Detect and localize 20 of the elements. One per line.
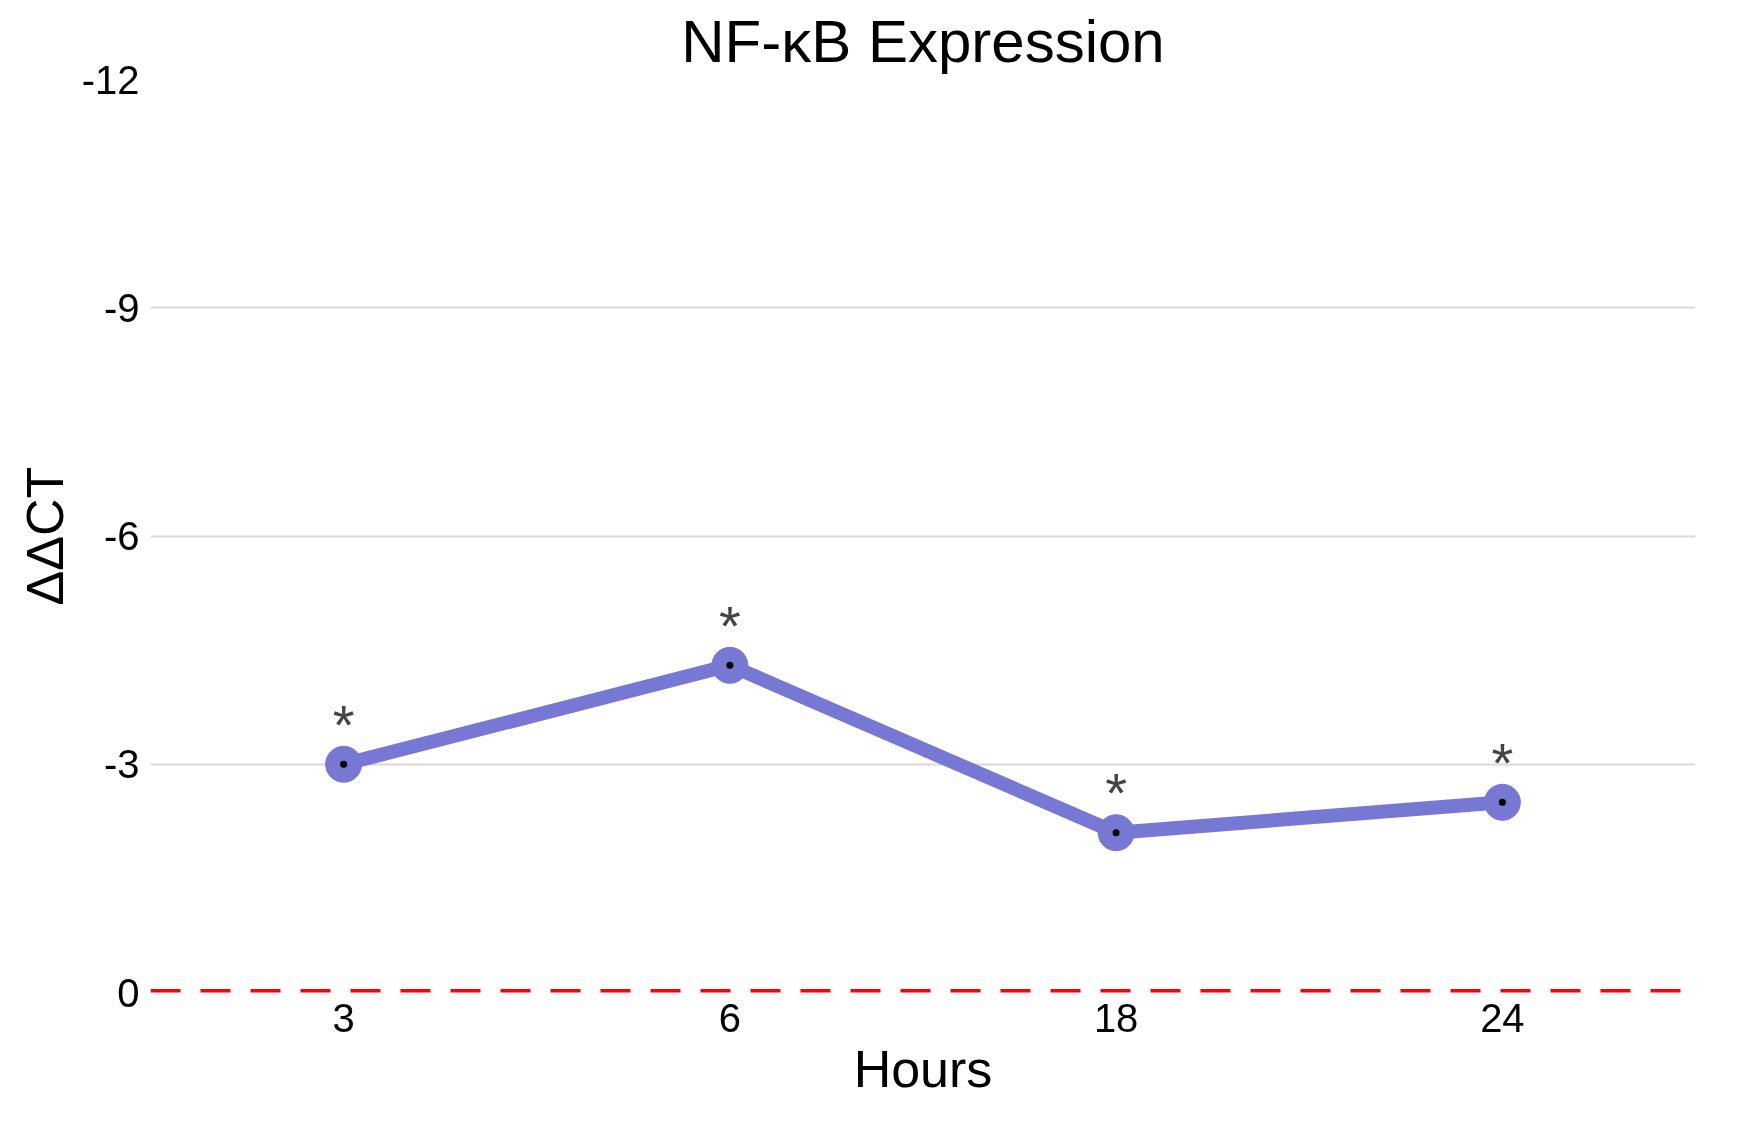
point	[1097, 814, 1135, 852]
y-tick-label: -6	[103, 514, 140, 558]
annotation: *	[1105, 761, 1128, 825]
annotation: *	[332, 692, 355, 756]
chart-title: NF-κB Expression	[681, 7, 1165, 75]
point	[711, 646, 749, 684]
point	[325, 745, 363, 783]
annotation: *	[1491, 730, 1514, 794]
y-tick-label: 0	[117, 970, 140, 1015]
y-axis-title: ΔΔCT	[15, 466, 74, 606]
y-tick-label: -12	[81, 57, 140, 102]
y-tick-label: -3	[103, 742, 140, 787]
x-tick-label: 18	[1093, 995, 1139, 1040]
x-axis-title: Hours	[853, 1039, 993, 1098]
x-tick-label: 3	[332, 995, 355, 1040]
y-tick-label: -9	[103, 285, 140, 330]
point	[1483, 783, 1521, 821]
x-tick-label: 24	[1480, 995, 1525, 1040]
x-tick-label: 6	[718, 995, 741, 1040]
annotation: *	[718, 593, 741, 657]
